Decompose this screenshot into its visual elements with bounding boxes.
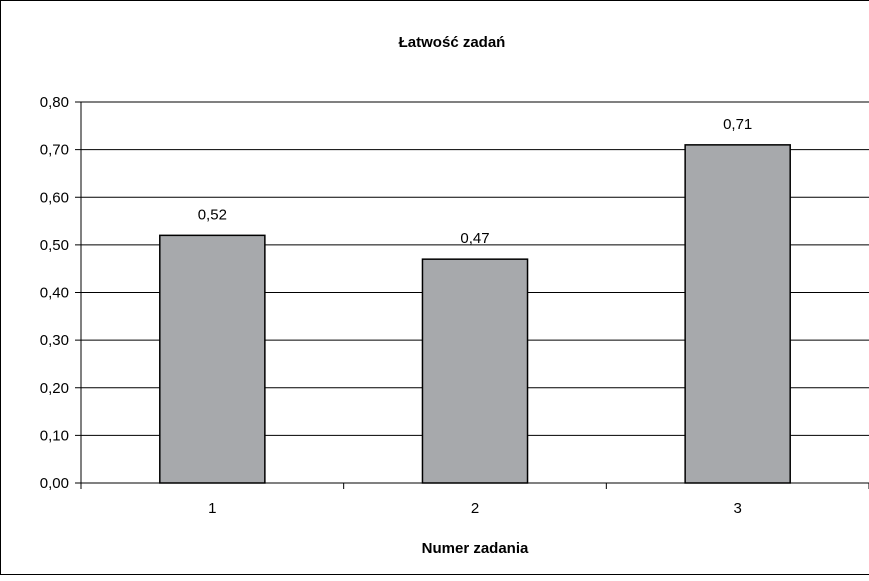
y-tick-label: 0,20 — [40, 380, 69, 397]
x-tick-label: 3 — [733, 500, 741, 517]
data-label: 0,71 — [723, 116, 752, 133]
y-tick-label: 0,30 — [40, 332, 69, 349]
chart-title: Łatwość zadań — [399, 34, 506, 51]
bar — [421, 258, 529, 484]
bars — [159, 144, 791, 484]
y-tick-label: 0,80 — [40, 94, 69, 111]
data-label: 0,52 — [198, 206, 227, 223]
axes — [75, 101, 869, 489]
x-axis-label: Numer zadania — [422, 540, 529, 557]
y-tick-label: 0,10 — [40, 427, 69, 444]
x-tick-label: 1 — [208, 500, 216, 517]
bar — [684, 144, 791, 484]
bar — [159, 234, 266, 484]
y-tick-label: 0,50 — [40, 237, 69, 254]
data-label: 0,47 — [460, 230, 489, 247]
y-tick-label: 0,00 — [40, 475, 69, 492]
labels: 0,00 0,10 0,20 0,30 0,40 0,50 0,60 0,70 0,80 0,52… — [40, 94, 752, 517]
x-tick-label: 2 — [471, 500, 479, 517]
y-tick-label: 0,60 — [40, 189, 69, 206]
y-tick-label: 0,40 — [40, 285, 69, 302]
y-tick-label: 0,70 — [40, 142, 69, 159]
